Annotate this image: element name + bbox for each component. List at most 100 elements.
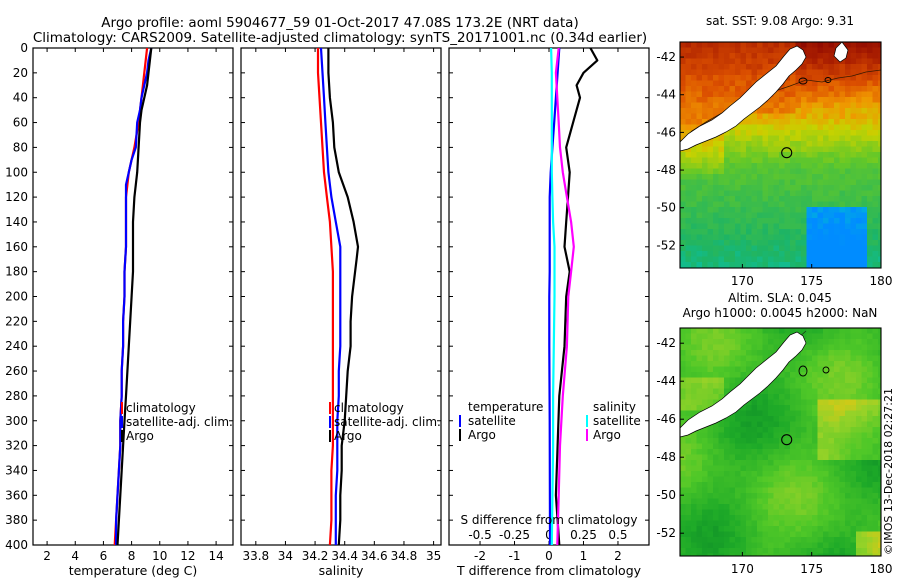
heatmap-cell	[729, 460, 736, 466]
heatmap-cell	[812, 251, 818, 257]
heatmap-cell	[872, 223, 879, 230]
heatmap-cell	[817, 498, 824, 505]
heatmap-cell	[845, 377, 851, 384]
heatmap-cell	[845, 460, 851, 466]
heatmap-cell	[779, 212, 785, 219]
heatmap-cell	[757, 69, 763, 76]
heatmap-cell	[828, 427, 835, 433]
heatmap-cell	[762, 537, 769, 543]
heatmap-cell	[773, 91, 780, 98]
heatmap-cell	[801, 102, 807, 109]
heatmap-cell	[784, 421, 791, 428]
heatmap-cell	[784, 196, 791, 202]
heatmap-cell	[718, 64, 725, 70]
heatmap-cell	[696, 548, 703, 554]
heatmap-cell	[773, 97, 780, 103]
salinity-difference-legend: salinity satellite Argo	[586, 400, 641, 442]
heatmap-cell	[790, 509, 796, 516]
heatmap-cell	[845, 234, 851, 241]
heatmap-cell	[707, 86, 714, 92]
heatmap-cell	[685, 69, 692, 76]
heatmap-cell	[757, 553, 763, 556]
heatmap-cell	[685, 493, 692, 499]
heatmap-cell	[746, 80, 752, 87]
heatmap-cell	[757, 394, 763, 400]
heatmap-cell	[834, 207, 840, 213]
heatmap-cell	[828, 91, 835, 98]
heatmap-cell	[817, 487, 824, 494]
heatmap-cell	[696, 196, 703, 202]
heatmap-cell	[867, 438, 873, 444]
heatmap-cell	[790, 163, 796, 169]
heatmap-cell	[878, 91, 881, 98]
heatmap-cell	[861, 119, 868, 125]
heatmap-cell	[729, 240, 736, 246]
heatmap-cell	[834, 262, 840, 268]
heatmap-cell	[861, 427, 868, 433]
x-tick-label: 2	[614, 549, 622, 563]
heatmap-cell	[707, 443, 714, 450]
heatmap-cell	[812, 449, 818, 455]
heatmap-cell	[823, 201, 829, 208]
heatmap-cell	[773, 421, 780, 428]
heatmap-cell	[740, 135, 747, 142]
heatmap-cell	[812, 377, 818, 384]
heatmap-cell	[707, 157, 714, 164]
heatmap-cell	[718, 135, 725, 142]
heatmap-cell	[823, 223, 829, 230]
heatmap-cell	[856, 201, 862, 208]
heatmap-cell	[757, 531, 763, 538]
heatmap-cell	[713, 399, 719, 406]
heatmap-cell	[702, 350, 708, 356]
heatmap-cell	[702, 498, 708, 505]
heatmap-cell	[872, 102, 879, 109]
heatmap-cell	[850, 498, 857, 505]
heatmap-cell	[861, 190, 868, 197]
heatmap-cell	[735, 465, 741, 472]
heatmap-cell	[828, 465, 835, 472]
heatmap-cell	[773, 152, 780, 158]
heatmap-cell	[867, 157, 873, 164]
heatmap-cell	[707, 482, 714, 488]
heatmap-cell	[828, 201, 835, 208]
heatmap-cell	[762, 542, 769, 549]
heatmap-cell	[823, 383, 829, 389]
heatmap-cell	[724, 64, 730, 70]
heatmap-cell	[768, 185, 774, 191]
heatmap-cell	[735, 152, 741, 158]
heatmap-cell	[696, 58, 703, 65]
heatmap-cell	[828, 130, 835, 136]
heatmap-cell	[850, 97, 857, 103]
heatmap-cell	[823, 542, 829, 549]
heatmap-cell	[773, 493, 780, 499]
heatmap-cell	[823, 476, 829, 483]
heatmap-cell	[806, 201, 813, 208]
heatmap-cell	[817, 482, 824, 488]
heatmap-cell	[806, 223, 813, 230]
heatmap-cell	[817, 124, 824, 131]
heatmap-cell	[762, 394, 769, 400]
heatmap-cell	[702, 432, 708, 439]
heatmap-cell	[856, 377, 862, 384]
heatmap-cell	[751, 163, 758, 169]
heatmap-cell	[872, 234, 879, 241]
heatmap-cell	[856, 328, 862, 334]
x-tick-label: 14	[208, 549, 223, 563]
heatmap-cell	[861, 377, 868, 384]
heatmap-cell	[735, 421, 741, 428]
heatmap-cell	[817, 201, 824, 208]
heatmap-cell	[773, 504, 780, 510]
heatmap-cell	[696, 174, 703, 180]
heatmap-cell	[806, 372, 813, 378]
heatmap-cell	[828, 179, 835, 186]
heatmap-cell	[768, 553, 774, 556]
heatmap-cell	[718, 240, 725, 246]
heatmap-cell	[735, 515, 741, 521]
heatmap-cell	[812, 537, 818, 543]
heatmap-cell	[850, 240, 857, 246]
temperature-xlabel: temperature (deg C)	[69, 563, 198, 578]
heatmap-cell	[762, 157, 769, 164]
heatmap-cell	[801, 548, 807, 554]
heatmap-cell	[685, 438, 692, 444]
heatmap-cell	[828, 328, 835, 334]
